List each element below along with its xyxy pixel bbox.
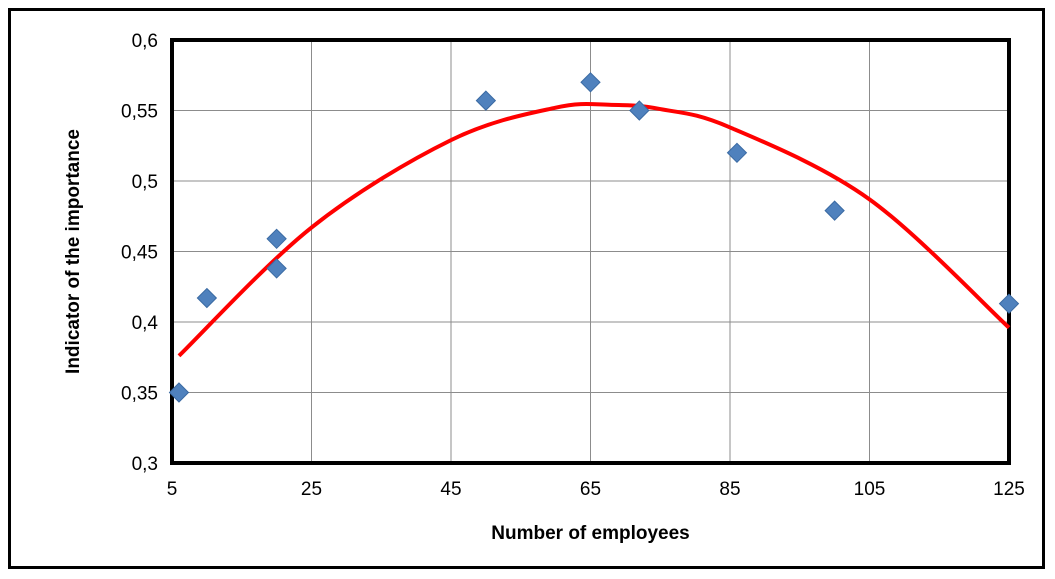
y-axis-ticks: 0,3 0,35 0,4 0,45 0,5 0,55 0,6 <box>121 31 158 475</box>
data-point <box>168 382 190 403</box>
data-point <box>998 293 1020 314</box>
data-point <box>475 90 497 111</box>
chart-area: 5 25 45 65 85 105 125 0,3 0,35 0,4 0,45 0,5 0,55 0,6… <box>8 8 1045 569</box>
y-tick-label: 0,3 <box>132 454 158 475</box>
x-axis-ticks: 5 25 45 65 85 105 125 <box>167 479 1025 500</box>
x-tick-label: 125 <box>993 479 1025 500</box>
y-tick-label: 0,4 <box>132 313 159 334</box>
data-points <box>168 72 1020 403</box>
data-point <box>580 72 601 93</box>
y-axis-title: Indicator of the importance <box>63 129 84 374</box>
y-tick-label: 0,35 <box>121 384 158 405</box>
x-tick-label: 25 <box>301 479 322 500</box>
data-point <box>824 200 845 221</box>
trendline <box>177 101 1011 358</box>
x-tick-label: 45 <box>440 479 461 500</box>
data-point <box>726 142 748 164</box>
data-point <box>266 258 287 279</box>
x-tick-label: 5 <box>167 479 178 500</box>
trendline-layer <box>177 101 1011 358</box>
x-tick-label: 105 <box>854 479 886 500</box>
y-tick-label: 0,5 <box>132 172 158 193</box>
y-tick-label: 0,6 <box>132 31 158 52</box>
y-tick-label: 0,55 <box>121 102 158 123</box>
data-point <box>266 228 287 250</box>
x-tick-label: 65 <box>580 479 601 500</box>
data-point <box>196 287 218 309</box>
data-point <box>629 100 650 121</box>
scatter-chart: 5 25 45 65 85 105 125 0,3 0,35 0,4 0,45 0,5 0,55 0,6… <box>63 31 1025 544</box>
plot-area-border <box>170 38 1011 465</box>
x-tick-label: 85 <box>719 479 740 500</box>
y-tick-label: 0,45 <box>121 243 158 264</box>
x-axis-title: Number of employees <box>491 523 690 544</box>
